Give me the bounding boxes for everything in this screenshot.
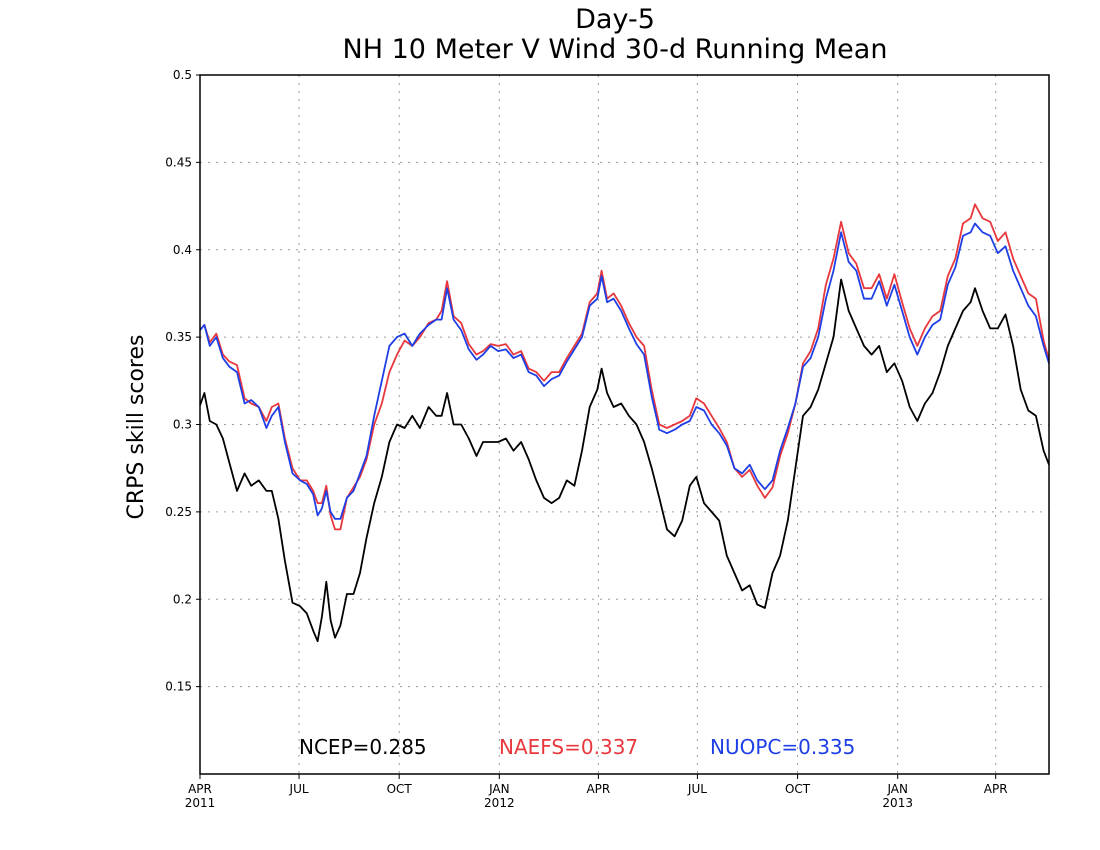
chart-subtitle: NH 10 Meter V Wind 30-d Running Mean [343,34,888,65]
x-tick-label: JUL [687,782,707,796]
series-line-naefs [199,203,1050,531]
annotation-nuopc: NUOPC=0.335 [710,735,855,759]
x-tick-label: APR [586,782,610,796]
x-tick-label: APR [984,782,1008,796]
x-tick-label: JAN [488,782,510,796]
x-tick-label: JAN [886,782,908,796]
plot-frame [199,74,1050,775]
annotation-ncep: NCEP=0.285 [299,735,427,759]
x-tick-label: APR [188,782,212,796]
y-tick-label: 0.2 [173,592,192,606]
x-tick-label: OCT [785,782,811,796]
y-tick-label: 0.15 [165,680,192,694]
chart-title: Day-5 [575,4,655,35]
series-line-nuopc [199,222,1050,520]
grid-lines [199,74,1049,774]
x-tick-year-label: 2011 [185,796,216,810]
series-lines [199,203,1050,643]
y-tick-label: 0.4 [173,243,192,257]
y-axis-ticks: 0.15 0.2 0.25 0.3 0.35 0.4 0.45 0.5 [165,68,200,694]
score-annotations: NCEP=0.285 NAEFS=0.337 NUOPC=0.335 [299,735,855,759]
x-tick-label: OCT [387,782,413,796]
x-tick-year-label: 2013 [882,796,913,810]
y-tick-label: 0.3 [173,418,192,432]
y-axis-label: CRPS skill scores [124,335,149,520]
x-tick-year-label: 2012 [484,796,515,810]
x-tick-label: JUL [289,782,309,796]
y-tick-label: 0.45 [165,155,192,169]
series-line-ncep [199,278,1050,643]
y-tick-label: 0.35 [165,330,192,344]
y-tick-label: 0.25 [165,505,192,519]
y-tick-label: 0.5 [173,68,192,82]
annotation-naefs: NAEFS=0.337 [499,735,638,759]
